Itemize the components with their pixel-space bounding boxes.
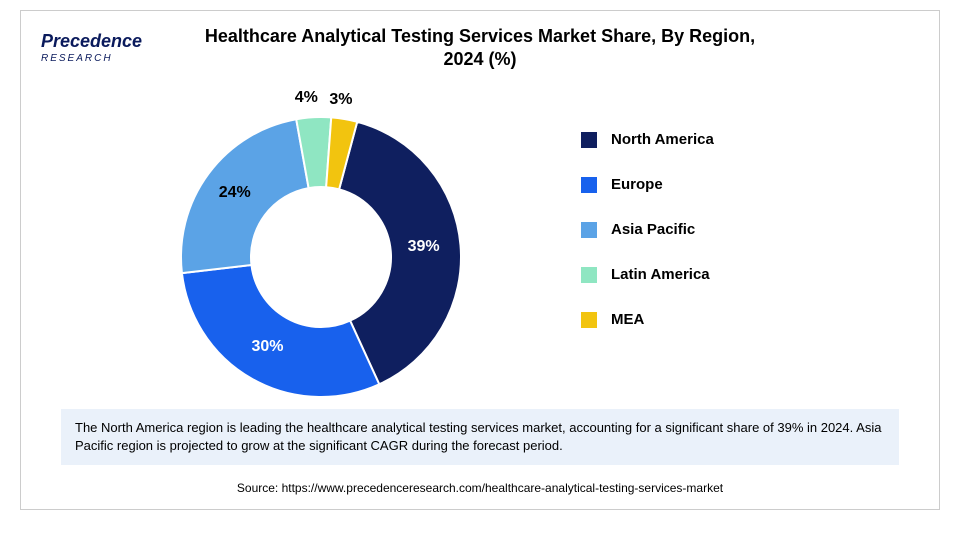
chart-title: Healthcare Analytical Testing Services M…: [29, 25, 931, 72]
slice-label: 24%: [219, 184, 251, 202]
legend-swatch: [581, 222, 597, 238]
title-line-2: 2024 (%): [443, 49, 516, 69]
slice-label: 4%: [295, 89, 318, 107]
legend-label: Asia Pacific: [611, 221, 695, 238]
legend-label: Latin America: [611, 266, 710, 283]
legend-swatch: [581, 267, 597, 283]
legend-item: Latin America: [581, 266, 714, 283]
caption-box: The North America region is leading the …: [61, 409, 899, 465]
legend-swatch: [581, 132, 597, 148]
donut-slice: [182, 265, 379, 397]
legend-swatch: [581, 177, 597, 193]
legend-item: Asia Pacific: [581, 221, 714, 238]
title-line-1: Healthcare Analytical Testing Services M…: [205, 26, 755, 46]
chart-container: Precedence RESEARCH Healthcare Analytica…: [20, 10, 940, 510]
legend: North America Europe Asia Pacific Latin Ame…: [581, 131, 714, 356]
logo-subtext: RESEARCH: [41, 53, 113, 64]
legend-item: Europe: [581, 176, 714, 193]
slice-label: 3%: [329, 91, 352, 109]
source-text: Source: https://www.precedenceresearch.c…: [21, 481, 939, 495]
slice-label: 39%: [408, 238, 440, 256]
donut-chart: 39%30%24%4%3%: [161, 97, 481, 417]
legend-label: Europe: [611, 176, 663, 193]
legend-label: MEA: [611, 311, 644, 328]
logo-text: Precedence: [41, 31, 142, 52]
slice-label: 30%: [251, 338, 283, 356]
legend-item: MEA: [581, 311, 714, 328]
legend-label: North America: [611, 131, 714, 148]
legend-item: North America: [581, 131, 714, 148]
legend-swatch: [581, 312, 597, 328]
